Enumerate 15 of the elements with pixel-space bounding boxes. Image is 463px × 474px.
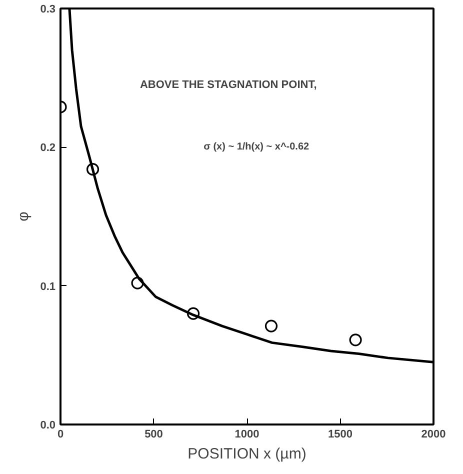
x-tick-label: 1500 (328, 428, 352, 440)
point (264, 320, 278, 332)
annotation: σ (x) ~ 1/h(x) ~ x^-0.62 (204, 142, 310, 153)
point (349, 334, 362, 346)
y-tick-label: 0.0 (40, 420, 56, 432)
x-axis-title: POSITION x (µm) (188, 446, 306, 462)
y-tick-label: 0.3 (40, 4, 56, 16)
x-tick-label: 2000 (421, 428, 446, 440)
x-tick-label: 1000 (234, 428, 260, 440)
annotation: ABOVE THE STAGNATION POINT, (140, 78, 317, 91)
y-tick-label: 0.1 (40, 280, 56, 293)
y-tick-label: 0.2 (40, 142, 56, 154)
y-axis-title: φ (15, 211, 32, 222)
x-tick-label: 0 (57, 428, 64, 440)
x-tick-label: 500 (144, 428, 163, 440)
